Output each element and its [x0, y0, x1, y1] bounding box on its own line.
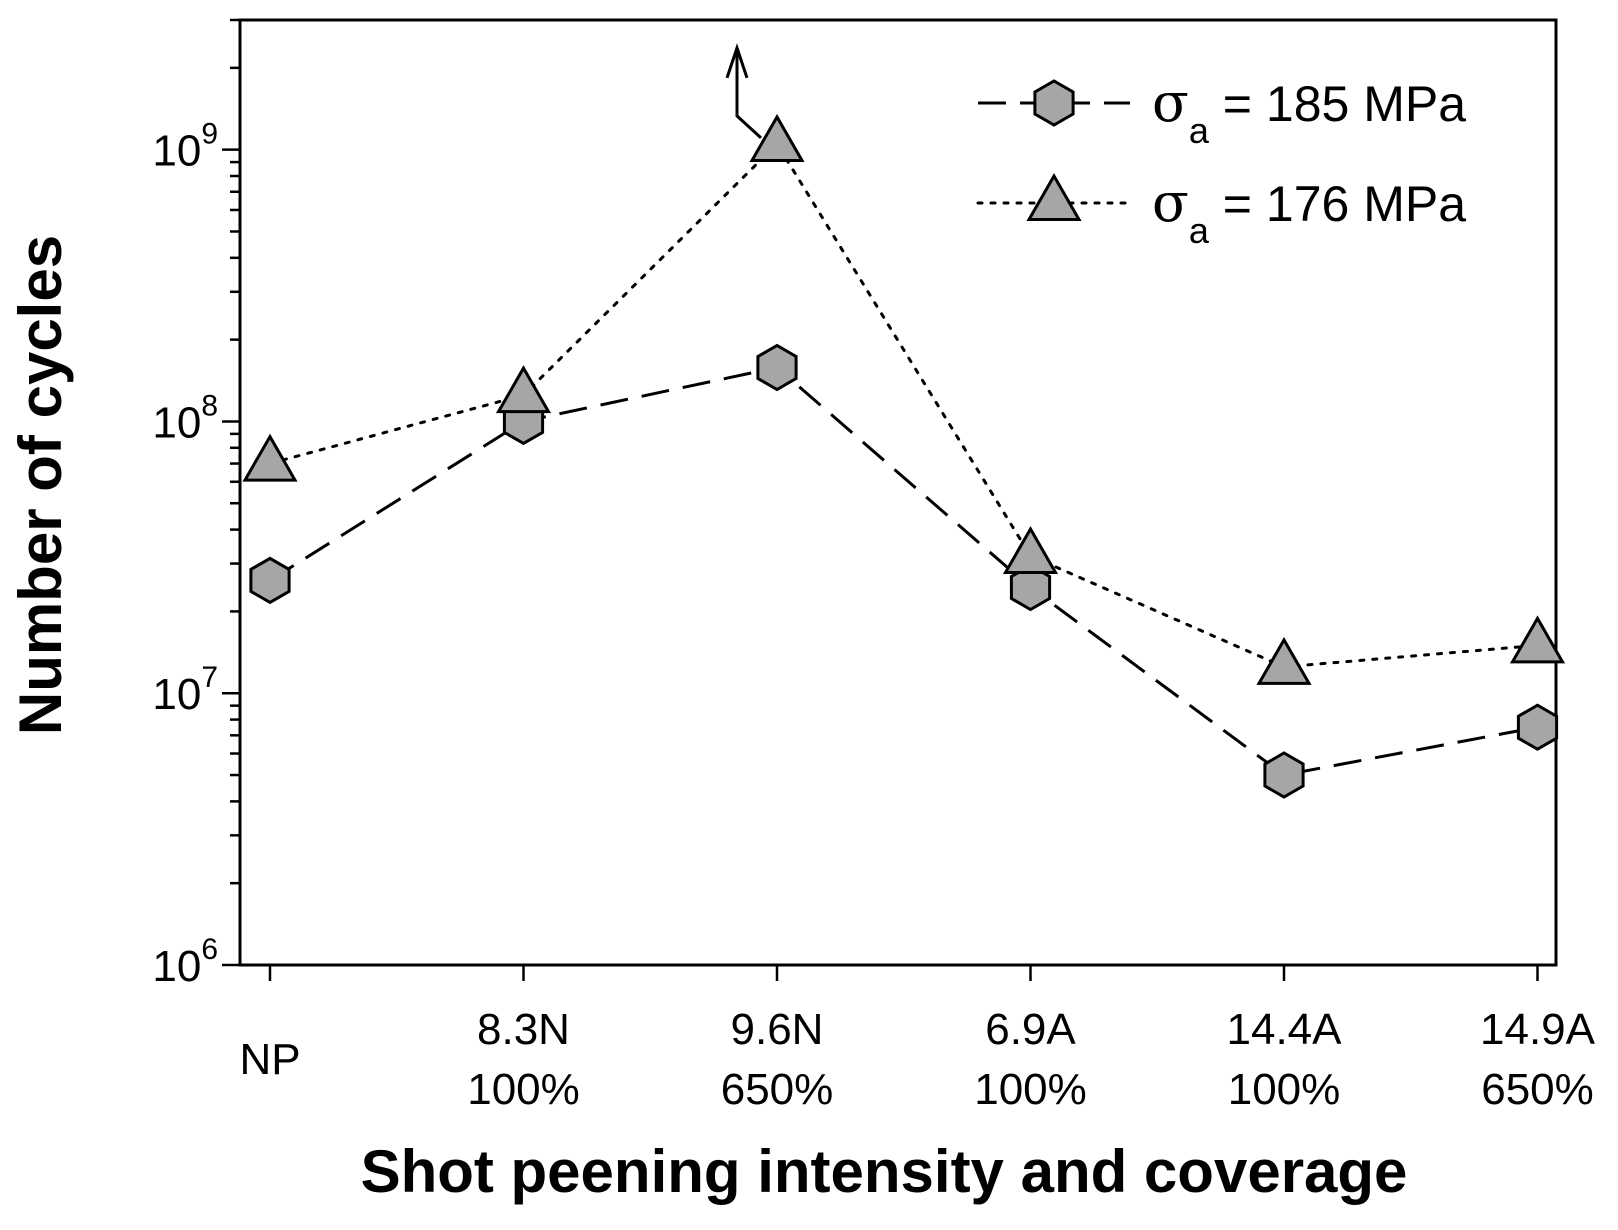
x-tick-label-line1: 8.3N: [477, 1005, 570, 1054]
legend-subscript: a: [1189, 210, 1210, 251]
series-lines: [268, 141, 1539, 777]
y-tick-label: 107: [152, 661, 218, 719]
x-axis-title: Shot peening intensity and coverage: [361, 1138, 1408, 1205]
series-line-2: [268, 141, 1539, 669]
data-point-hexagon: [756, 343, 798, 392]
data-point-hexagon: [1516, 703, 1559, 751]
legend-value: = 185 MPa: [1209, 76, 1466, 132]
y-tick-exponent: 7: [201, 661, 218, 694]
x-tick-label-line2: 100%: [974, 1065, 1087, 1114]
runout-arrow-head: [725, 43, 749, 79]
x-tick-label-line1: 14.4A: [1227, 1005, 1343, 1054]
legend-sigma: σ: [1152, 171, 1189, 234]
axes: 106107108109NP8.3N100%9.6N650%6.9A100%14…: [152, 18, 1596, 1114]
y-tick-exponent: 9: [201, 118, 218, 151]
x-tick-label-line2: 100%: [1228, 1065, 1341, 1114]
x-tick-label: NP: [239, 1035, 300, 1084]
annotations: [725, 43, 763, 140]
legend-subscript: a: [1189, 110, 1210, 151]
x-tick-label-line1: 9.6N: [731, 1005, 824, 1054]
y-tick-label: 109: [152, 118, 218, 176]
x-tick-label-line2: 650%: [721, 1065, 834, 1114]
legend-sigma: σ: [1152, 71, 1189, 134]
y-tick-label: 106: [152, 933, 218, 991]
legend-value: = 176 MPa: [1209, 176, 1466, 232]
data-point-triangle: [242, 433, 298, 482]
data-point-hexagon: [1009, 563, 1052, 612]
data-point-hexagon: [249, 556, 291, 605]
x-tick-label-line2: 100%: [467, 1065, 580, 1114]
data-point-triangle: [1256, 636, 1312, 685]
y-tick-label: 108: [152, 389, 218, 447]
runout-arrow-shaft: [735, 49, 763, 140]
y-tick-base: 10: [152, 127, 201, 176]
y-tick-base: 10: [152, 670, 201, 719]
legend-label: σa = 176 MPa: [1152, 171, 1466, 251]
x-tick-label-line1: 14.9A: [1480, 1005, 1596, 1054]
data-point-triangle: [495, 365, 552, 414]
x-tick-label-line1: 6.9A: [985, 1005, 1076, 1054]
y-tick-exponent: 6: [201, 933, 218, 966]
y-axis-title: Number of cycles: [7, 235, 74, 735]
y-tick-base: 10: [152, 398, 201, 447]
data-point-triangle: [749, 113, 805, 162]
legend-label: σa = 185 MPa: [1152, 71, 1466, 151]
series-line-1: [269, 365, 1538, 777]
series-markers: [242, 113, 1566, 799]
data-point-triangle: [1509, 615, 1566, 664]
data-point-hexagon: [1263, 751, 1305, 799]
legend-marker-hexagon: [1033, 79, 1075, 127]
data-point-triangle: [1002, 525, 1059, 574]
plot-frame: [238, 18, 1558, 967]
y-tick-exponent: 8: [201, 389, 218, 422]
x-tick-label-line2: 650%: [1481, 1065, 1594, 1114]
legend-marker-triangle: [1026, 173, 1082, 222]
y-tick-base: 10: [152, 942, 201, 991]
